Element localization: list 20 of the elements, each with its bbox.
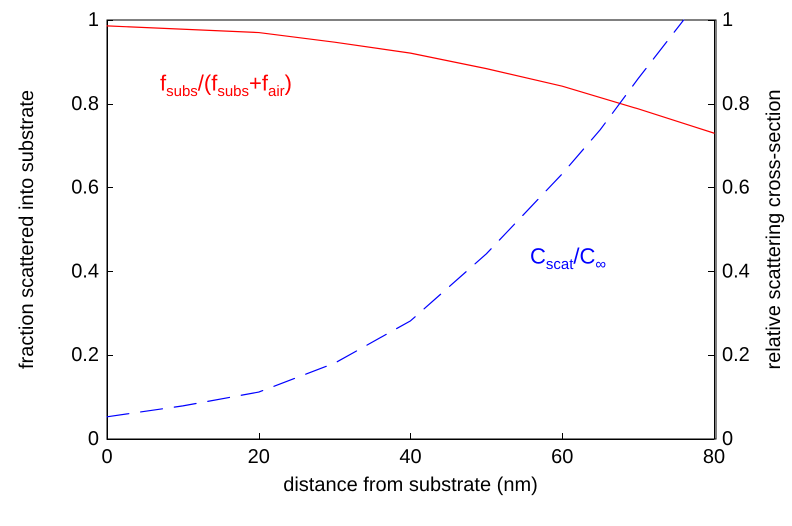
y2-axis-title: relative scattering cross-section (763, 89, 785, 370)
x-axis-title: distance from substrate (nm) (283, 474, 538, 496)
y2-tick-label: 1 (722, 9, 734, 31)
x-tick-label: 40 (399, 446, 422, 468)
y-tick-label: 0.8 (71, 92, 99, 115)
line-series (106, 19, 684, 418)
x-tick-label: 0 (101, 446, 113, 468)
y-tick-label: 0.2 (71, 344, 99, 366)
y-tick-label: 0.6 (71, 176, 99, 199)
x-tick-label: 60 (551, 446, 574, 468)
y2-tick-label: 0.2 (722, 344, 750, 366)
y2-tick-label: 0.8 (722, 92, 750, 115)
y-axis-title: fraction scattered into substrate (16, 90, 38, 370)
y-tick-label: 0 (88, 428, 99, 450)
y2-tick-label: 0.6 (722, 176, 750, 199)
line-series (106, 25, 715, 134)
x-tick-label: 20 (248, 446, 270, 468)
y-tick-label: 0.4 (71, 260, 99, 282)
y-tick-label: 1 (88, 9, 99, 31)
y2-tick-label: 0.4 (722, 260, 750, 282)
